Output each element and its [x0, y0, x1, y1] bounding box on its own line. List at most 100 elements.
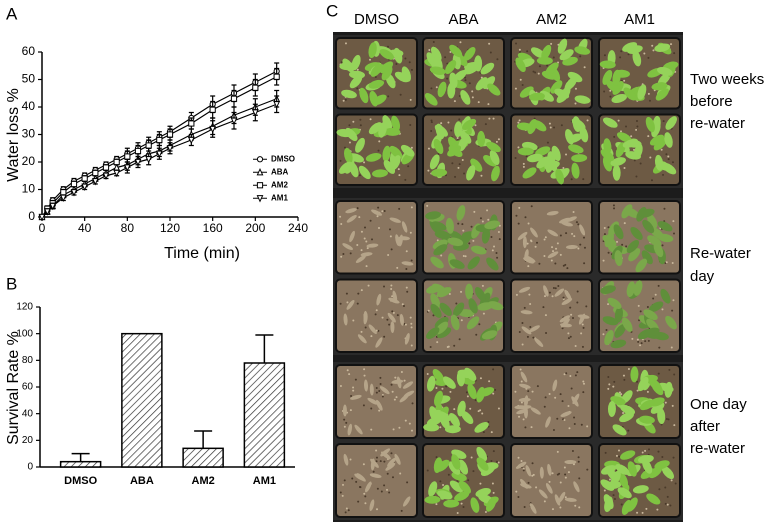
soil-speck [570, 387, 573, 390]
row-label: after [690, 418, 720, 435]
soil-speck [526, 50, 529, 53]
soil-speck [517, 456, 520, 459]
soil-speck [578, 477, 581, 480]
soil-speck [527, 222, 530, 225]
leaf [654, 43, 671, 52]
soil-speck [346, 369, 349, 372]
soil-speck [518, 415, 521, 418]
soil-speck [564, 476, 567, 479]
dry-leaf [399, 313, 404, 326]
leaf [424, 93, 438, 106]
soil-speck [396, 314, 399, 317]
leaf [467, 383, 477, 400]
leaf [443, 376, 456, 389]
soil-speck [609, 89, 612, 92]
soil-speck [357, 500, 360, 503]
soil-speck [619, 56, 622, 59]
soil-speck [388, 323, 391, 326]
soil-speck [534, 71, 537, 74]
dry-leaf [530, 407, 541, 415]
leaf [434, 316, 449, 329]
soil-speck [343, 425, 346, 428]
dry-leaf [520, 483, 532, 489]
soil-speck [497, 231, 500, 234]
leaf [633, 280, 643, 296]
dry-leaf [525, 465, 532, 477]
soil-speck [573, 423, 576, 426]
dry-leaf [346, 299, 355, 310]
leaf [474, 287, 486, 302]
soil-speck [363, 161, 366, 164]
panel-label: A [6, 4, 18, 23]
soil-speck [564, 473, 567, 476]
soil-speck [409, 231, 412, 234]
leaf [622, 317, 633, 332]
soil-speck [522, 467, 525, 470]
leaf [657, 221, 673, 232]
leaf [600, 285, 616, 295]
marker [70, 180, 78, 188]
leaf [437, 490, 453, 500]
soil-speck [390, 383, 393, 386]
soil-speck [515, 490, 518, 493]
soil-speck [400, 371, 403, 374]
soil-speck [667, 155, 670, 158]
soil-speck [571, 232, 574, 235]
soil-speck [572, 317, 575, 320]
marker [102, 164, 110, 171]
soil-speck [374, 313, 377, 316]
dry-leaf [347, 423, 353, 436]
soil-speck [496, 58, 499, 61]
marker [81, 183, 89, 192]
marker [156, 136, 163, 144]
soil-speck [356, 68, 359, 71]
soil-speck [411, 402, 414, 405]
soil-speck [366, 247, 369, 250]
soil-speck [556, 450, 559, 453]
soil-speck [474, 124, 477, 127]
leaf [359, 87, 369, 104]
soil-speck [544, 314, 547, 317]
dry-leaf [371, 209, 383, 216]
dry-leaf [342, 243, 353, 250]
soil-speck [649, 156, 652, 159]
dry-leaf [355, 255, 366, 264]
dry-leaf [376, 293, 382, 306]
soil-speck [487, 420, 490, 423]
soil-speck [613, 135, 616, 138]
soil-speck [388, 228, 391, 231]
soil-speck [342, 253, 345, 256]
soil-speck [410, 344, 413, 347]
soil-speck [522, 162, 525, 165]
x-tick-label: 0 [39, 221, 46, 235]
dry-leaf [390, 321, 395, 334]
dry-leaf [564, 497, 577, 502]
soil-speck [343, 479, 346, 482]
soil-speck [573, 235, 576, 238]
leaf [471, 245, 487, 255]
leaf [456, 205, 466, 221]
x-tick-label: 240 [288, 221, 308, 235]
dry-leaf [516, 408, 528, 415]
soil-speck [665, 261, 668, 264]
soil-speck [371, 238, 374, 241]
soil-speck [648, 99, 651, 102]
leaf [612, 69, 621, 86]
soil-speck [365, 240, 368, 243]
soil-speck [521, 343, 524, 346]
soil-speck [670, 346, 673, 349]
dry-leaf [363, 312, 368, 325]
soil-speck [339, 491, 342, 494]
error-bar [71, 452, 90, 462]
leaf [614, 306, 624, 323]
soil-speck [462, 255, 465, 258]
soil-speck [395, 62, 398, 65]
dry-leaf [342, 404, 347, 417]
soil-speck [364, 495, 367, 498]
leaf [551, 145, 561, 162]
soil-speck [488, 117, 491, 120]
x-tick-label: 200 [245, 221, 265, 235]
leaf [339, 62, 356, 71]
legend-label: ABA [271, 167, 289, 176]
soil-speck [645, 507, 648, 510]
